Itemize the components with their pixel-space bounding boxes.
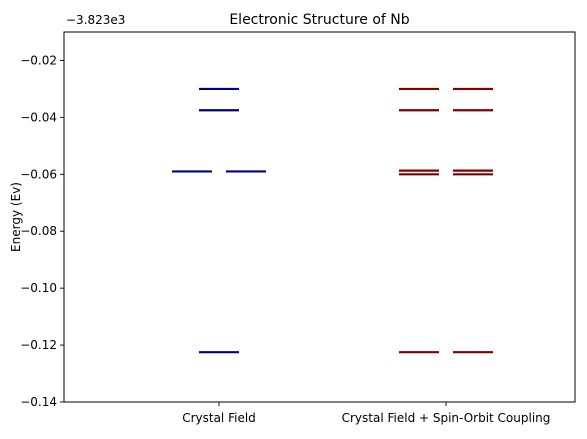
- chart-title: Electronic Structure of Nb: [229, 12, 409, 28]
- x-tick-label: Crystal Field + Spin-Orbit Coupling: [342, 411, 551, 425]
- y-axis: −0.02 −0.04 −0.06 −0.08 −0.10 −0.12 −0.14: [20, 53, 64, 409]
- y-tick-label: −0.06: [20, 167, 57, 181]
- y-tick-label: −0.12: [20, 338, 57, 352]
- y-offset-label: −3.823e3: [66, 13, 125, 27]
- plot-frame: [63, 31, 576, 403]
- y-tick-label: −0.14: [20, 395, 57, 409]
- y-tick-label: −0.02: [20, 53, 57, 67]
- levels-layer: [172, 87, 493, 354]
- y-axis-label: Energy (Ev): [9, 182, 23, 252]
- x-axis: Crystal Field Crystal Field + Spin-Orbit …: [182, 402, 550, 425]
- y-tick-label: −0.04: [20, 110, 57, 124]
- y-tick-label: −0.10: [20, 281, 57, 295]
- y-tick-label: −0.08: [20, 224, 57, 238]
- x-tick-label: Crystal Field: [182, 411, 256, 425]
